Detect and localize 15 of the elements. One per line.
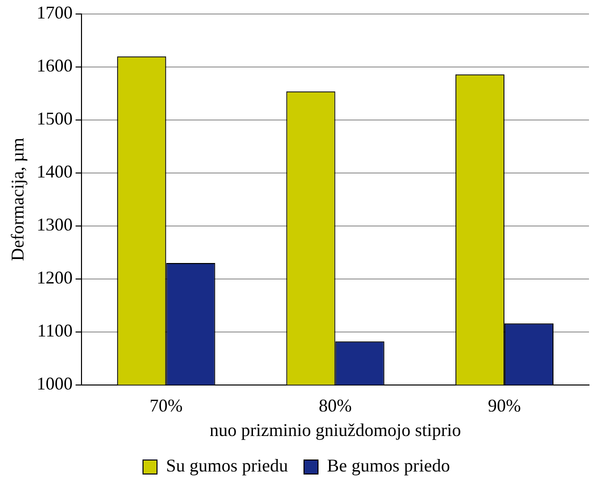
y-tick-label: 1500	[36, 108, 73, 129]
legend-label: Be gumos priedo	[327, 456, 450, 476]
legend-label: Su gumos priedu	[166, 456, 288, 476]
y-tick-label: 1700	[36, 2, 73, 23]
y-tick-label: 1100	[37, 320, 73, 341]
x-tick-label: 70%	[150, 395, 183, 416]
y-axis-title: Deformacija, µm	[8, 138, 28, 262]
x-axis-title: nuo prizminio gniuždomojo stiprio	[210, 420, 462, 440]
y-tick-label: 1400	[36, 162, 73, 182]
y-tick-label: 1300	[36, 214, 73, 235]
x-tick-label: 80%	[318, 395, 352, 416]
x-tick-label: 90%	[488, 395, 521, 416]
y-tick-label: 1000	[36, 374, 73, 394]
y-tick-label: 1200	[36, 268, 73, 288]
y-tick-label: 1600	[36, 56, 73, 76]
